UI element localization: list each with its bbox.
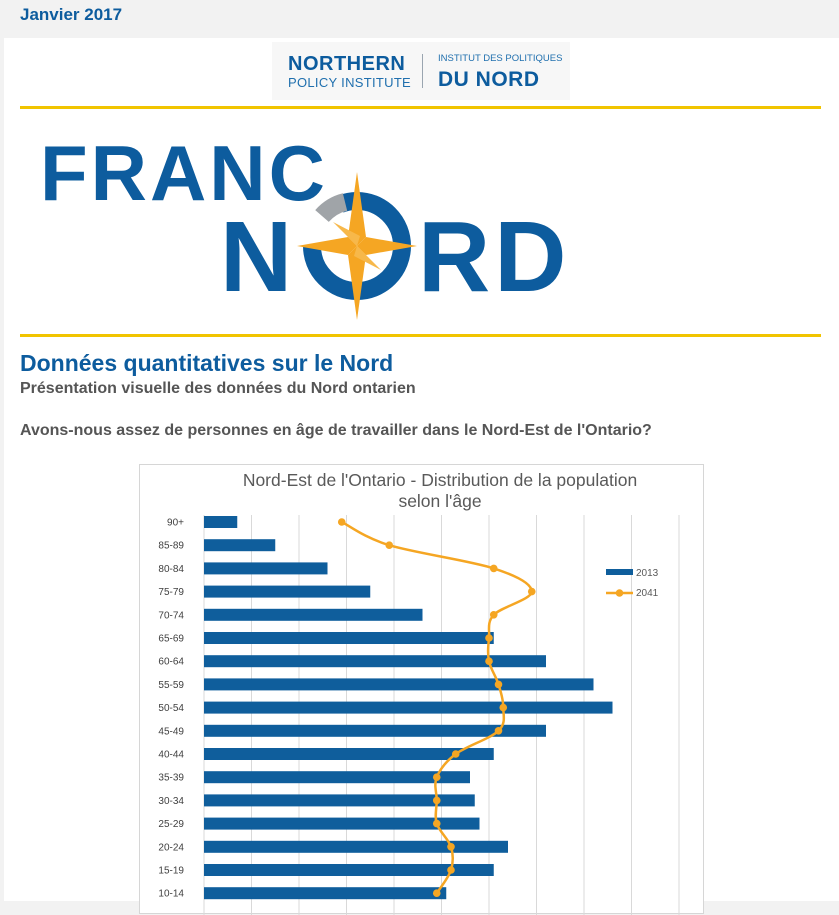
- category-tick-label: 35-39: [158, 773, 184, 784]
- chart-title-line-2: selon l'âge: [398, 491, 481, 511]
- category-tick-label: 30-34: [158, 796, 184, 807]
- brand-rd-letters: RD: [418, 201, 570, 313]
- point-2041: [494, 680, 503, 689]
- bar-2013: [204, 817, 480, 830]
- category-tick-label: 25-29: [158, 819, 184, 830]
- bar-2013: [204, 655, 546, 668]
- bar-2013: [204, 771, 470, 784]
- section-title: Données quantitatives sur le Nord: [20, 350, 394, 376]
- category-tick-label: 65-69: [158, 634, 184, 645]
- chart-line-2041: [337, 518, 536, 897]
- chart-title-line-1: Nord-Est de l'Ontario - Distribution de …: [243, 470, 637, 490]
- top-bar: Janvier 2017: [0, 0, 839, 38]
- legend-swatch-2013: [606, 569, 633, 575]
- bar-2013: [204, 864, 494, 876]
- category-tick-label: 55-59: [158, 680, 184, 691]
- brand-franc-text: FRANC: [40, 129, 328, 217]
- category-tick-label: 90+: [167, 518, 184, 529]
- category-tick-label: 75-79: [158, 587, 184, 598]
- bar-2013: [204, 516, 238, 528]
- bar-2013: [204, 562, 328, 575]
- legend-label-2041: 2041: [636, 588, 659, 599]
- point-2041: [447, 843, 455, 851]
- bar-2013: [204, 701, 613, 714]
- point-2041: [489, 564, 498, 573]
- category-tick-label: 15-19: [158, 866, 184, 877]
- legend-marker-2041: [615, 589, 624, 597]
- npi-logo[interactable]: NORTHERN POLICY INSTITUTE INSTITUT DES P…: [272, 42, 570, 100]
- category-tick-label: 10-14: [158, 889, 184, 900]
- point-2041: [451, 750, 460, 758]
- bar-2013: [204, 539, 276, 552]
- logo-institut-text: INSTITUT DES POLITIQUES: [438, 53, 563, 64]
- point-2041: [494, 727, 503, 735]
- point-2041: [385, 541, 394, 549]
- point-2041: [447, 866, 455, 874]
- bar-2013: [204, 678, 594, 691]
- point-2041: [485, 634, 493, 642]
- point-2041: [489, 611, 498, 619]
- point-2041: [432, 773, 441, 781]
- bar-2013: [204, 724, 546, 737]
- section-question: Avons-nous assez de personnes en âge de …: [20, 422, 652, 439]
- chart-legend: 2013 2041: [606, 568, 659, 599]
- logo-separator: [422, 54, 423, 88]
- bar-2013: [204, 748, 494, 760]
- category-tick-label: 70-74: [158, 610, 184, 621]
- chart-svg: Nord-Est de l'Ontario - Distribution de …: [158, 470, 680, 915]
- logo-du-nord-text: DU NORD: [438, 68, 540, 91]
- category-tick-label: 60-64: [158, 657, 184, 668]
- newsletter-date: Janvier 2017: [20, 5, 123, 24]
- divider-top: [20, 106, 821, 109]
- category-tick-label: 80-84: [158, 564, 184, 575]
- category-tick-label: 20-24: [158, 842, 184, 853]
- compass-icon: [297, 172, 417, 320]
- point-2041: [432, 889, 441, 897]
- bar-2013: [204, 887, 447, 900]
- section-subtitle: Présentation visuelle des données du Nor…: [20, 380, 416, 397]
- brand-n-letter: N: [220, 201, 292, 313]
- franc-nord-logo: FRANC N RD: [40, 129, 570, 320]
- category-tick-label: 85-89: [158, 541, 184, 552]
- point-2041: [337, 518, 346, 526]
- point-2041: [485, 657, 493, 665]
- point-2041: [527, 587, 536, 596]
- category-tick-label: 45-49: [158, 726, 184, 737]
- bar-2013: [204, 632, 494, 644]
- category-tick-label: 50-54: [158, 703, 184, 714]
- bar-2013: [204, 585, 371, 598]
- bar-2013: [204, 608, 423, 621]
- chart-category-ticks: 90+ 85-89 80-84 75-79 70-74 65-69 60-64 55-59 50…: [158, 518, 184, 900]
- logo-policy-institute-text: POLICY INSTITUTE: [288, 75, 412, 90]
- chart-bars-2013: [204, 516, 613, 900]
- point-2041: [432, 819, 441, 828]
- logo-northern-text: NORTHERN: [288, 53, 406, 75]
- divider-bottom: [20, 334, 821, 337]
- population-chart: Nord-Est de l'Ontario - Distribution de …: [139, 464, 704, 915]
- legend-label-2013: 2013: [636, 568, 659, 579]
- bar-2013: [204, 840, 508, 853]
- category-tick-label: 40-44: [158, 750, 184, 761]
- point-2041: [499, 703, 508, 712]
- point-2041: [432, 796, 441, 805]
- bar-2013: [204, 794, 475, 807]
